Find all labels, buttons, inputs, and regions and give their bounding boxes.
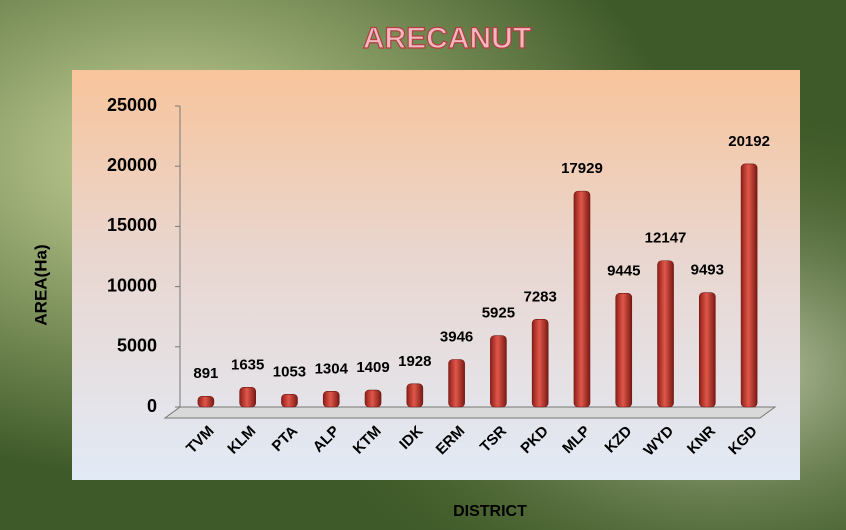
data-label: 17929 bbox=[561, 160, 603, 177]
chart: ARECANUT AREA(Ha) DISTRICT 0 5000 10000 150… bbox=[0, 0, 846, 530]
y-tick-label: 10000 bbox=[107, 275, 157, 295]
bar bbox=[574, 191, 590, 407]
x-axis-label: DISTRICT bbox=[453, 503, 527, 520]
bar bbox=[658, 261, 674, 407]
bar bbox=[699, 293, 715, 407]
data-label: 1304 bbox=[315, 360, 349, 377]
data-label: 3946 bbox=[440, 328, 473, 345]
bar bbox=[365, 390, 381, 407]
y-tick-label: 5000 bbox=[117, 336, 157, 356]
bar bbox=[490, 336, 506, 407]
bar bbox=[449, 359, 465, 407]
bar bbox=[240, 387, 256, 407]
bar bbox=[407, 384, 423, 407]
data-label: 1053 bbox=[273, 363, 306, 380]
data-label: 9445 bbox=[607, 262, 640, 279]
bar bbox=[281, 394, 297, 407]
data-label: 1928 bbox=[398, 353, 431, 370]
bar bbox=[741, 164, 757, 407]
y-tick-label: 15000 bbox=[107, 215, 157, 235]
bar bbox=[616, 293, 632, 407]
bar bbox=[323, 391, 339, 407]
floor bbox=[165, 407, 775, 418]
y-tick-label: 25000 bbox=[107, 95, 157, 115]
data-label: 5925 bbox=[482, 305, 515, 322]
data-label: 20192 bbox=[728, 133, 770, 150]
y-tick-label: 0 bbox=[147, 396, 157, 416]
data-label: 891 bbox=[193, 365, 218, 382]
bar bbox=[532, 319, 548, 407]
data-label: 9493 bbox=[691, 262, 724, 279]
data-label: 1635 bbox=[231, 356, 264, 373]
data-label: 7283 bbox=[523, 288, 556, 305]
chart-title: ARECANUT bbox=[363, 22, 531, 55]
data-label: 1409 bbox=[356, 359, 389, 376]
bar bbox=[198, 396, 214, 407]
y-tick-label: 20000 bbox=[107, 155, 157, 175]
y-axis-label: AREA(Ha) bbox=[31, 244, 50, 325]
data-label: 12147 bbox=[645, 230, 687, 247]
